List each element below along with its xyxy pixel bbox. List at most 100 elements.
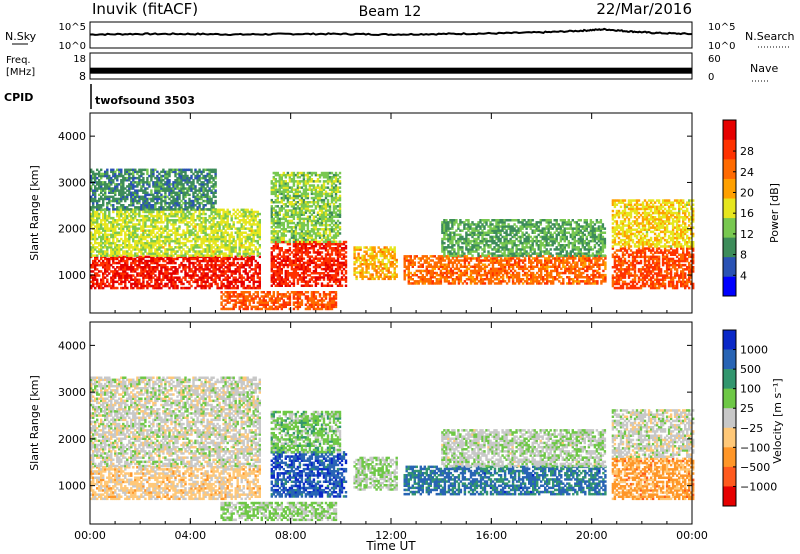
power-echo-cell bbox=[104, 181, 106, 184]
power-echo-cell bbox=[317, 282, 319, 285]
power-echo-cell bbox=[142, 177, 144, 180]
power-echo-cell bbox=[339, 176, 341, 179]
power-echo-cell bbox=[255, 264, 257, 267]
power-echo-cell bbox=[341, 285, 343, 288]
power-echo-cell bbox=[214, 196, 216, 199]
power-echo-cell bbox=[339, 222, 341, 225]
power-echo-cell bbox=[339, 203, 341, 206]
power-echo-cell bbox=[194, 219, 196, 222]
nave-tick-bottom: 0 bbox=[708, 72, 714, 83]
power-echo-cell bbox=[315, 295, 317, 298]
power-heatmap bbox=[90, 169, 694, 311]
power-echo-cell bbox=[116, 287, 118, 290]
power-echo-cell bbox=[319, 293, 321, 296]
power-echo-cell bbox=[174, 262, 176, 265]
power-echo-cell bbox=[100, 169, 102, 172]
power-echo-cell bbox=[200, 264, 202, 267]
freq-frame bbox=[90, 53, 692, 79]
power-echo-cell bbox=[231, 232, 233, 235]
power-echo-cell bbox=[255, 281, 257, 284]
power-echo-cell bbox=[214, 181, 216, 184]
power-echo-cell bbox=[194, 185, 196, 188]
power-echo-cell bbox=[319, 180, 321, 183]
power-echo-cell bbox=[134, 185, 136, 188]
power-echo-cell bbox=[315, 232, 317, 235]
power-echo-cell bbox=[237, 285, 239, 288]
power-echo-cell bbox=[204, 213, 206, 216]
power-echo-cell bbox=[345, 276, 347, 279]
nsky-panel: N.Sky 10^5 10^0 10^5 10^0 N.Search bbox=[5, 22, 795, 52]
power-echo-region bbox=[220, 291, 337, 310]
nsky-line bbox=[90, 29, 692, 35]
power-echo-cell bbox=[134, 189, 136, 192]
power-echo-cell bbox=[164, 208, 166, 211]
power-echo-cell bbox=[214, 189, 216, 192]
power-echo-cell bbox=[285, 180, 287, 183]
power-echo-cell bbox=[194, 262, 196, 265]
power-echo-cell bbox=[285, 301, 287, 304]
power-echo-cell bbox=[285, 228, 287, 231]
power-echo-cell bbox=[194, 234, 196, 237]
freq-tick-bottom: 8 bbox=[79, 70, 86, 83]
power-echo-cell bbox=[303, 257, 305, 260]
power-echo-cell bbox=[214, 208, 216, 211]
power-echo-cell bbox=[315, 262, 317, 265]
power-echo-cell bbox=[224, 291, 226, 294]
power-echo-cell bbox=[224, 221, 226, 224]
power-echo-cell bbox=[253, 256, 255, 259]
power-echo-cell bbox=[255, 260, 257, 263]
freq-tick-top: 18 bbox=[73, 54, 86, 65]
cpid-label: CPID bbox=[4, 91, 33, 104]
power-echo-cell bbox=[130, 208, 132, 211]
station-title: Inuvik (fitACF) bbox=[92, 0, 198, 18]
power-echo-cell bbox=[301, 299, 303, 302]
power-echo-cell bbox=[255, 291, 257, 294]
power-echo-cell bbox=[104, 250, 106, 253]
power-echo-cell bbox=[164, 187, 166, 190]
power-echo-cell bbox=[327, 199, 329, 202]
power-echo-cell bbox=[106, 169, 108, 172]
power-echo-cell bbox=[315, 291, 317, 294]
power-echo-cell bbox=[104, 262, 106, 265]
power-echo-cell bbox=[168, 179, 170, 182]
date-title: 22/Mar/2016 bbox=[596, 0, 692, 18]
power-echo-cell bbox=[134, 252, 136, 255]
power-echo-cell bbox=[224, 266, 226, 269]
power-echo-cell bbox=[255, 223, 257, 226]
power-echo-cell bbox=[335, 241, 337, 244]
power-echo-cell bbox=[182, 283, 184, 286]
power-echo-cell bbox=[259, 213, 261, 216]
power-echo-cell bbox=[224, 270, 226, 273]
power-echo-cell bbox=[285, 270, 287, 273]
power-echo-cell bbox=[126, 287, 128, 290]
power-echo-cell bbox=[194, 204, 196, 207]
power-echo-cell bbox=[224, 236, 226, 239]
power-echo-cell bbox=[150, 189, 152, 192]
power-echo-cell bbox=[255, 287, 257, 290]
power-echo-cell bbox=[134, 177, 136, 180]
power-echo-cell bbox=[134, 223, 136, 226]
power-echo-cell bbox=[285, 209, 287, 212]
power-echo-cell bbox=[224, 229, 226, 232]
power-echo-cell bbox=[142, 173, 144, 176]
power-echo-cell bbox=[164, 181, 166, 184]
power-echo-cell bbox=[245, 268, 247, 271]
power-echo-cell bbox=[194, 266, 196, 269]
power-echo-cell bbox=[315, 172, 317, 175]
power-echo-cell bbox=[214, 169, 216, 172]
power-echo-region bbox=[90, 209, 261, 257]
cpid-value: twofsound 3503 bbox=[95, 94, 195, 107]
power-echo-cell bbox=[345, 285, 347, 288]
nsearch-tick-bottom: 10^0 bbox=[708, 41, 735, 52]
power-echo-cell bbox=[164, 248, 166, 251]
power-echo-cell bbox=[194, 223, 196, 226]
power-echo-cell bbox=[315, 180, 317, 183]
power-echo-cell bbox=[315, 251, 317, 254]
power-ylabel: Slant Range [km] bbox=[28, 165, 41, 261]
power-echo-cell bbox=[309, 251, 311, 254]
power-echo-cell bbox=[285, 195, 287, 198]
power-echo-cell bbox=[273, 291, 275, 294]
power-echo-cell bbox=[339, 186, 341, 189]
